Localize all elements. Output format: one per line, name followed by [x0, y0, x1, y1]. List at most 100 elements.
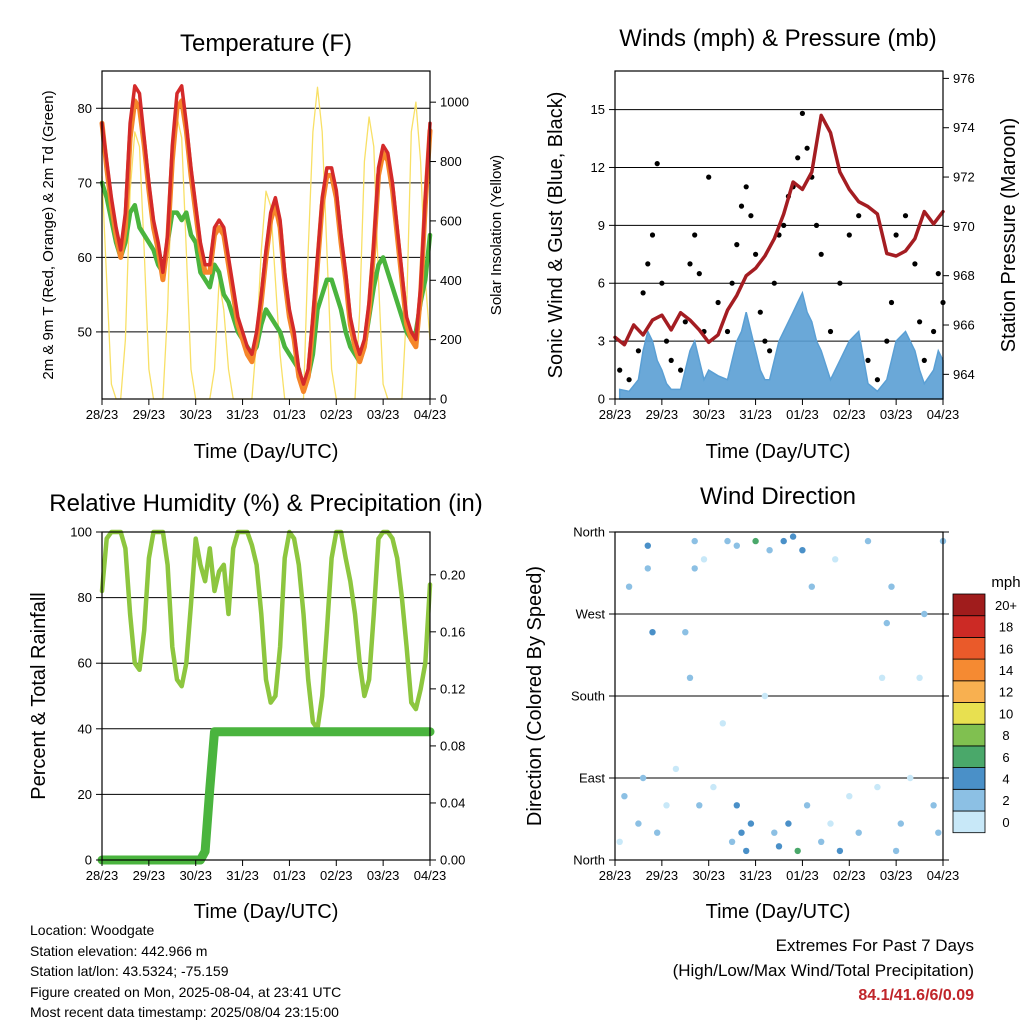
gust-point — [912, 261, 918, 267]
x-tick-label: 02/23 — [833, 407, 866, 422]
wind-direction-point — [639, 774, 647, 782]
x-tick-label: 28/23 — [86, 407, 119, 422]
gust-point — [921, 357, 927, 363]
y2-tick-label: 0.16 — [440, 624, 465, 639]
wind-direction-point — [883, 619, 890, 627]
y-tick-label: 9 — [598, 218, 605, 233]
wind-direction-point — [738, 829, 745, 836]
precipitation-line — [97, 727, 435, 865]
wind-direction-point — [616, 838, 623, 845]
colorbar-label: 18 — [999, 620, 1013, 635]
gust-point — [738, 203, 745, 209]
y-tick-label: 0 — [598, 392, 605, 407]
x-tick-label: 02/23 — [320, 407, 353, 422]
winds-series — [613, 110, 946, 400]
gust-point — [846, 232, 852, 238]
y-tick-label: 100 — [70, 525, 92, 540]
winds-ylabel: Sonic Wind & Gust (Blue, Black) — [545, 92, 567, 379]
gust-point — [649, 232, 656, 238]
gust-point — [748, 213, 754, 219]
temperature-xlabel: Time (Day/UTC) — [194, 441, 339, 463]
wind-direction-point — [878, 674, 886, 681]
x-tick-label: 02/23 — [320, 868, 353, 883]
colorbar-swatch — [952, 810, 986, 834]
wind-direction-point — [785, 820, 792, 827]
sonic-wind-area — [618, 290, 944, 400]
wind-direction-point — [719, 720, 726, 727]
y-tick-label: South — [571, 689, 605, 704]
y-tick-label: 15 — [591, 102, 605, 117]
gust-point — [682, 319, 688, 325]
gust-point — [706, 174, 712, 180]
gust-point — [856, 213, 862, 219]
gust-point — [865, 357, 871, 363]
humidity-series — [97, 529, 435, 865]
y2-tick-label: 968 — [953, 268, 975, 283]
winds-title: Winds (mph) & Pressure (mb) — [619, 25, 936, 52]
wind-direction-point — [827, 820, 834, 827]
pressure-line — [613, 113, 945, 347]
gust-point — [799, 110, 806, 116]
wind-direction-point — [747, 820, 755, 827]
winds-ticks: 0 3 6 9 12 15 964 966 968 970 972 974 976 28/23 29/23 3… — [591, 71, 975, 422]
wind-direction-point — [874, 783, 881, 791]
wind-direction-point — [794, 847, 801, 855]
wind-direction-point — [892, 847, 900, 855]
gust-point — [818, 251, 824, 257]
y2-tick-label: 400 — [440, 273, 462, 288]
figure-created: Figure created on Mon, 2025-08-04, at 23… — [30, 983, 342, 1000]
colorbar-swatch — [952, 637, 986, 660]
gust-point — [917, 319, 923, 325]
recent-timestamp: Most recent data timestamp: 2025/08/04 2… — [30, 1004, 339, 1020]
y2-tick-label: 0.04 — [440, 795, 465, 810]
colorbar-swatch — [952, 702, 986, 725]
x-tick-label: 01/23 — [786, 868, 819, 883]
x-tick-label: 04/23 — [927, 407, 960, 422]
y-tick-label: 80 — [78, 590, 92, 605]
y-tick-label: North — [573, 525, 605, 540]
y-tick-label: 0 — [85, 853, 92, 868]
colorbar-label: 10 — [999, 706, 1013, 721]
colorbar-label: 4 — [1002, 771, 1009, 786]
wind-direction-point — [644, 542, 651, 549]
humidity-panel: Relative Humidity (%) & Precipitation (i… — [28, 490, 483, 923]
wind-direction-point — [644, 565, 651, 572]
colorbar-label: 12 — [999, 685, 1013, 700]
colorbar-swatch — [952, 593, 986, 617]
x-tick-label: 29/23 — [133, 868, 166, 883]
colorbar-label: 16 — [999, 641, 1013, 656]
gust-point — [635, 348, 642, 354]
y2-tick-label: 0.08 — [440, 738, 465, 753]
gust-point — [804, 145, 810, 151]
wind-direction-point — [686, 674, 694, 681]
station-elevation: Station elevation: 442.966 m — [30, 942, 208, 959]
gust-point — [687, 261, 693, 267]
gust-point — [767, 348, 773, 354]
y-tick-label: 50 — [78, 324, 92, 339]
gust-point — [902, 213, 909, 219]
gust-point — [668, 357, 674, 363]
y-tick-label: 80 — [78, 101, 92, 116]
wind-direction-point — [916, 674, 923, 681]
winds-xlabel: Time (Day/UTC) — [706, 441, 851, 463]
wind-direction-point — [724, 537, 731, 545]
wind-direction-point — [799, 547, 806, 554]
colorbar-label: 20+ — [995, 598, 1017, 613]
y-tick-label: 20 — [78, 787, 92, 802]
wind-direction-point — [836, 847, 844, 855]
wind-direction-point — [682, 629, 689, 636]
humidity-ticks: 0 20 40 60 80 100 0.00 0.04 0.08 0.12 0.16 0.20 28/2… — [70, 525, 465, 884]
wind-direction-title: Wind Direction — [700, 483, 856, 510]
colorbar-title: mph — [991, 574, 1020, 591]
colorbar-swatch — [952, 615, 986, 638]
colorbar-label: 0 — [1002, 815, 1009, 830]
x-tick-label: 30/23 — [179, 868, 212, 883]
gust-point — [678, 367, 684, 373]
temperature-panel: Temperature (F) 506070800200400600800100… — [40, 30, 505, 463]
x-tick-label: 01/23 — [786, 407, 819, 422]
humidity-xlabel: Time (Day/UTC) — [194, 901, 339, 923]
colorbar-label: 2 — [1002, 793, 1009, 808]
